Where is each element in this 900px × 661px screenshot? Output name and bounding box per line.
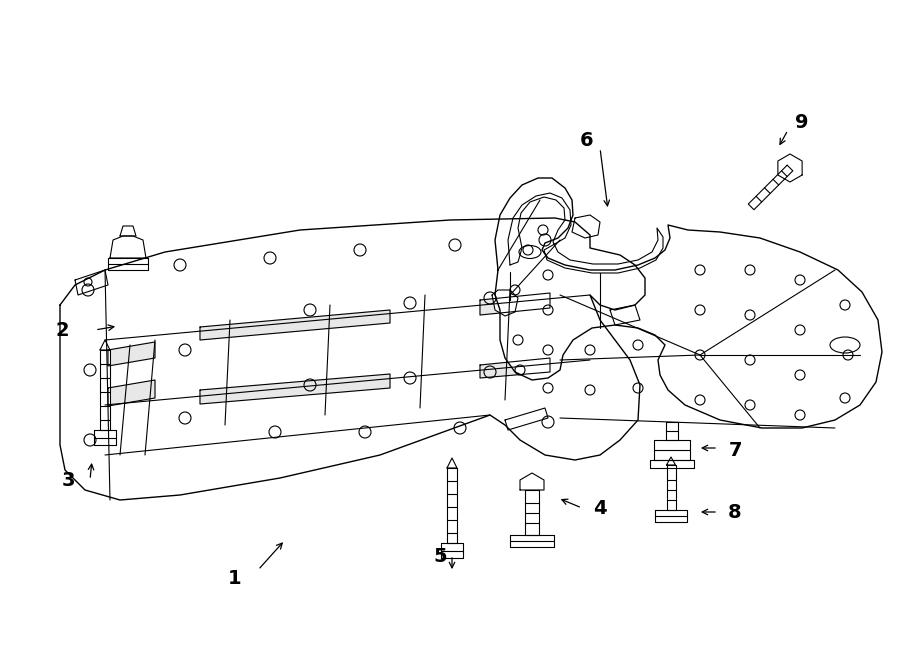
Polygon shape [610, 305, 640, 325]
Polygon shape [108, 380, 155, 406]
Polygon shape [75, 270, 108, 295]
Polygon shape [447, 468, 457, 543]
Polygon shape [778, 154, 802, 182]
Polygon shape [510, 535, 554, 547]
Polygon shape [492, 290, 518, 316]
Polygon shape [441, 543, 463, 558]
Polygon shape [495, 178, 882, 428]
Polygon shape [60, 218, 645, 500]
Polygon shape [748, 165, 793, 210]
Polygon shape [650, 460, 694, 468]
Polygon shape [520, 473, 544, 490]
Text: 7: 7 [728, 440, 742, 459]
Polygon shape [108, 258, 148, 270]
Polygon shape [108, 342, 155, 366]
Polygon shape [480, 293, 550, 315]
Polygon shape [110, 236, 146, 258]
Polygon shape [667, 457, 676, 465]
Text: 1: 1 [229, 568, 242, 588]
Polygon shape [505, 408, 548, 430]
Polygon shape [100, 340, 110, 350]
Text: 5: 5 [433, 547, 446, 566]
Text: 4: 4 [593, 498, 607, 518]
Polygon shape [120, 226, 136, 236]
Polygon shape [200, 374, 390, 404]
Polygon shape [480, 358, 550, 378]
Text: 8: 8 [728, 502, 742, 522]
Text: 6: 6 [580, 130, 594, 149]
Polygon shape [667, 465, 676, 510]
Polygon shape [100, 350, 110, 430]
Polygon shape [666, 422, 678, 440]
Polygon shape [572, 215, 600, 238]
Text: 3: 3 [61, 471, 75, 490]
Polygon shape [655, 510, 687, 522]
Polygon shape [94, 430, 116, 445]
Polygon shape [525, 490, 539, 535]
Text: 2: 2 [55, 321, 68, 340]
Text: 9: 9 [796, 112, 809, 132]
Polygon shape [654, 440, 690, 460]
Polygon shape [447, 458, 457, 468]
Polygon shape [200, 310, 390, 340]
